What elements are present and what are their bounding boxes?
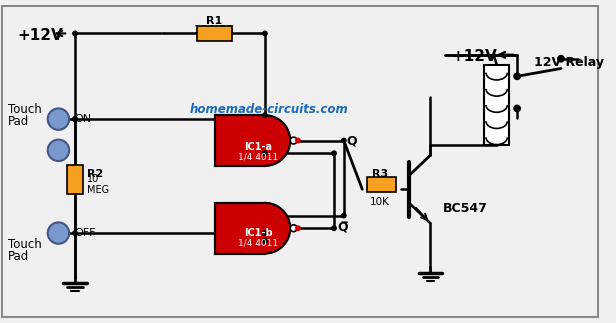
Text: Touch: Touch <box>8 103 41 116</box>
Circle shape <box>513 72 521 80</box>
Text: IC1-b: IC1-b <box>244 228 272 238</box>
Text: Pad: Pad <box>8 250 29 263</box>
Text: BC547: BC547 <box>443 202 488 215</box>
FancyBboxPatch shape <box>215 203 265 254</box>
Circle shape <box>262 112 268 118</box>
Text: 10K: 10K <box>370 197 390 207</box>
Text: 10
MEG: 10 MEG <box>87 173 109 195</box>
FancyBboxPatch shape <box>67 165 83 194</box>
Circle shape <box>295 138 301 143</box>
Circle shape <box>47 109 69 130</box>
Text: +12V: +12V <box>17 28 63 43</box>
Circle shape <box>72 230 78 236</box>
Circle shape <box>262 230 268 236</box>
Polygon shape <box>265 115 290 166</box>
Text: ON: ON <box>74 114 91 124</box>
Text: 1/4 4011: 1/4 4011 <box>238 238 278 247</box>
Circle shape <box>341 213 347 218</box>
FancyBboxPatch shape <box>484 65 509 145</box>
Circle shape <box>331 150 337 156</box>
Circle shape <box>262 150 268 156</box>
Circle shape <box>290 137 297 144</box>
Text: 12V Relay: 12V Relay <box>533 56 604 69</box>
Text: Touch: Touch <box>8 238 41 251</box>
Text: R3: R3 <box>371 169 388 179</box>
Text: R2: R2 <box>87 169 103 179</box>
Text: OFF: OFF <box>74 228 95 238</box>
Circle shape <box>295 225 301 231</box>
Text: homemade-circuits.com: homemade-circuits.com <box>190 103 349 116</box>
Circle shape <box>72 116 78 122</box>
Circle shape <box>47 222 69 244</box>
Text: R1: R1 <box>206 16 222 26</box>
Circle shape <box>72 30 78 36</box>
Text: Q: Q <box>347 134 357 147</box>
Circle shape <box>262 30 268 36</box>
Text: Pad: Pad <box>8 115 29 128</box>
Text: 1/4 4011: 1/4 4011 <box>238 153 278 162</box>
Text: +12V: +12V <box>452 49 498 64</box>
Circle shape <box>290 225 297 232</box>
FancyBboxPatch shape <box>367 177 396 192</box>
Text: 10 MEG: 10 MEG <box>194 25 234 35</box>
Text: Q̅: Q̅ <box>337 222 347 235</box>
Text: IC1-a: IC1-a <box>244 142 272 152</box>
Circle shape <box>557 55 565 63</box>
Circle shape <box>513 105 521 112</box>
Circle shape <box>331 225 337 231</box>
Circle shape <box>341 138 347 143</box>
Circle shape <box>47 140 69 161</box>
FancyBboxPatch shape <box>197 26 232 41</box>
FancyBboxPatch shape <box>215 115 265 166</box>
Circle shape <box>72 116 78 122</box>
Polygon shape <box>265 203 290 254</box>
Circle shape <box>262 238 268 244</box>
